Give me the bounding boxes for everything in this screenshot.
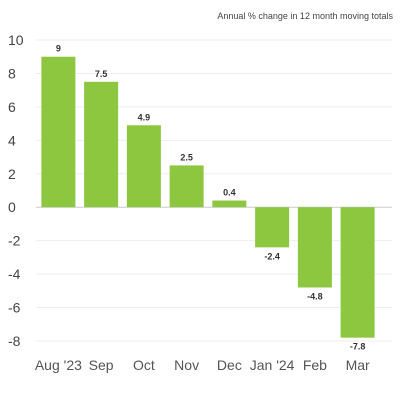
data-label: 2.5 [180,152,193,162]
bar [169,165,204,208]
y-tick-label: -8 [8,333,21,349]
y-tick-label: -4 [8,266,21,282]
bar [126,125,161,208]
x-tick-label: Jan '24 [250,357,295,373]
x-axis-ticks: Aug '23 Sep Oct Nov Dec Jan '24 Feb Mar [35,357,370,373]
y-tick-label: -2 [8,233,21,249]
data-label: -7.8 [350,342,366,352]
bar [255,207,290,248]
y-tick-label: 10 [8,32,24,48]
data-label: 9 [56,44,61,54]
x-tick-label: Sep [89,357,114,373]
bars [41,56,375,338]
y-axis-ticks: 10 8 6 4 2 0 -2 -4 -6 -8 [8,32,24,349]
x-tick-label: Dec [217,357,242,373]
data-labels: 9 7.5 4.9 2.5 0.4 -2.4 -4.8 -7.8 [56,44,366,352]
y-tick-label: -6 [8,300,21,316]
data-label: 4.9 [138,112,151,122]
y-tick-label: 4 [8,132,16,148]
y-tick-label: 0 [8,199,16,215]
bar [297,207,332,288]
y-tick-label: 2 [8,166,16,182]
y-tick-label: 6 [8,99,16,115]
x-tick-label: Aug '23 [35,357,82,373]
data-label: 0.4 [223,188,236,198]
x-tick-label: Feb [303,357,327,373]
chart-subtitle: Annual % change in 12 month moving total… [217,11,393,21]
y-tick-label: 8 [8,65,16,81]
x-tick-label: Nov [174,357,199,373]
data-label: 7.5 [95,69,108,79]
bar [41,56,76,208]
bar [212,200,247,208]
bar [84,81,119,208]
x-tick-label: Oct [133,357,155,373]
x-tick-label: Mar [346,357,370,373]
data-label: -2.4 [264,251,280,261]
bar [340,207,375,338]
data-label: -4.8 [307,291,323,301]
